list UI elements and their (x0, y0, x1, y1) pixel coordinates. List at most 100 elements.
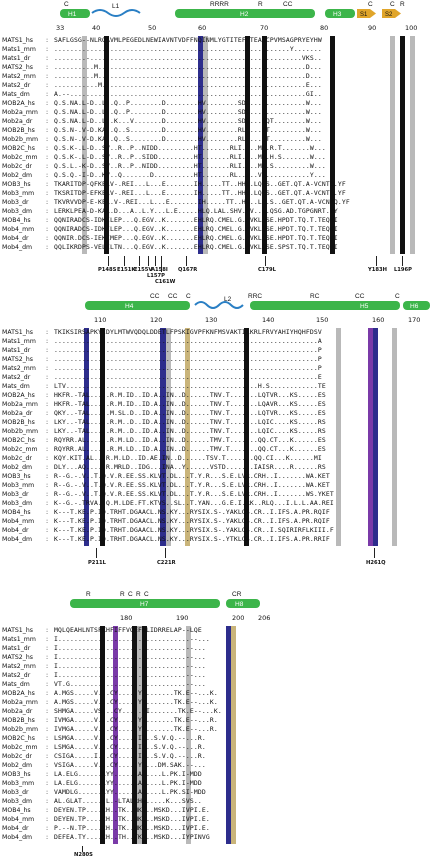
ruler-number: 90 (368, 24, 377, 32)
sequence-name: MOB3_hs (2, 473, 31, 480)
sequence-residues: K---T.KE.P.ID.TRHT.DGAACL.NS.KY...RYSIX.… (54, 517, 330, 525)
mutation-arrow (161, 256, 162, 272)
sequence-residues: DLY...AQ.....R.MRLD..IDG...INA..Y......V… (54, 463, 326, 471)
helix-h1 (60, 9, 90, 18)
name-separator: : (46, 172, 49, 179)
name-separator: : (46, 780, 49, 787)
position-ruler: 110 120 130 140 150 160 170 (0, 316, 430, 326)
alignment-row: Mats1_mm:...............................… (0, 337, 430, 346)
sequence-residues: VSIGA.....V...CY.....YS...DM.SAK.--... (54, 761, 206, 769)
alignment-row: Mats2_dr:...............................… (0, 373, 430, 382)
mutation-label: E155V (134, 267, 153, 273)
sequence-residues: Q.S.K-.L-D..SV..R..P..NIDD.........HT...… (54, 144, 326, 152)
sequence-residues: TKVRVVDP-E-KEL.V-.REI...L...E.......IH..… (54, 198, 350, 206)
mutation-label: L196P (394, 267, 412, 273)
sequence-name: Mats1_mm (2, 46, 36, 53)
site-mark: C (186, 293, 191, 300)
name-separator: : (46, 744, 49, 751)
sequence-residues: ........................................… (54, 373, 322, 381)
sequence-residues: I................................--... (54, 671, 206, 679)
sequence-name: Mob2c_mm (2, 446, 38, 453)
ruler-number: 130 (205, 316, 218, 324)
ss-label: L1 (112, 3, 120, 10)
sequence-name: MOB3_hs (2, 771, 31, 778)
sequence-residues: HKFR.-TAL.....R.M.ID..ID.A..IN..D......T… (54, 391, 326, 399)
conserved-column (166, 328, 171, 546)
alignment-row: Mob4_dm: DEFEA.TY....CH..TH..TKY..MSKD...… (0, 833, 430, 842)
sequence-residues: CSIGA.....I...CY.....IR..S.V.Q.--...R. (54, 752, 206, 760)
sequence-residues: ..........M.............................… (54, 72, 322, 80)
alignment-row: Mats_dm: VT.G............................… (0, 680, 430, 689)
alignment-row: MATS2_hs:...............................… (0, 355, 430, 364)
sequence-residues: LTV.....................................… (54, 382, 326, 390)
name-separator: : (46, 527, 49, 534)
sequence-name: Mob2a_dr (2, 708, 33, 715)
mutation-annotations: N280S (0, 846, 430, 860)
name-separator: : (46, 681, 49, 688)
name-separator: : (46, 181, 49, 188)
ss-label: H5 (360, 303, 369, 310)
sequence-residues: K---T.KE.P.ID.TRHT.DGAACL.NS.KY...RYSIX.… (54, 535, 330, 543)
conserved-column (185, 328, 190, 546)
sequence-residues: QQNIR.DCS-IEKIMEP...Q.EGV..K.......EHLRQ… (54, 234, 338, 242)
alignment-row: Mob2c_mm: LSMGA.....V...CY.....IR..S.V.Q.… (0, 743, 430, 752)
sequence-name: MOB3_hs (2, 181, 31, 188)
name-separator: : (46, 100, 49, 107)
ruler-number: 100 (405, 24, 418, 32)
helix-h3 (325, 9, 355, 18)
ss-label: H1 (68, 11, 77, 18)
sequence-residues: KQY.KIT.AL...R.M.LD..ID.AE.IN..D......TS… (54, 454, 322, 462)
sequence-name: Mob4_dr (2, 527, 29, 534)
sequence-name: Mob3_dm (2, 500, 33, 507)
sequence-residues: TKSRITDP-EFKELV-.REI...L...E.......IH...… (54, 189, 346, 197)
mutation-label: Y183H (368, 267, 387, 273)
ruler-number: 33 (56, 24, 65, 32)
sequence-name: MOB2C_hs (2, 735, 35, 742)
ruler-number: 50 (148, 24, 157, 32)
helix-h8 (226, 599, 260, 608)
conserved-column (82, 36, 87, 254)
ruler-number: 120 (150, 316, 163, 324)
conserved-column (104, 36, 109, 254)
name-separator: : (46, 55, 49, 62)
name-separator: : (46, 199, 49, 206)
conserved-column (100, 626, 105, 844)
sequence-name: Mats1_mm (2, 636, 36, 643)
alignment-row: Mats2_mm: I..............................… (0, 662, 430, 671)
conservation-columns (0, 328, 430, 546)
sequence-residues: DEYEN.TP....CH..TK..MKY..MSKD...IVPI.E. (54, 806, 210, 814)
sequence-residues: K---T.KE.P.ID.TRHT.DGAACL.NS.KY...RYSIX.… (54, 508, 330, 516)
sequence-residues: R--G.-.V..T.Q.V.R.EE.SS.KLVT.DL...T.Y.R.… (54, 481, 330, 489)
alignment-row: MOB4_hs: DEYEN.TP....CH..TK..MKY..MSKD...… (0, 806, 430, 815)
ruler-number: 170 (408, 316, 421, 324)
alignment-row: Mob2a_mm: Q.S.NA.L-D..L..Q..P........D...… (0, 108, 430, 117)
alignment-row: Mats2_mm:...............................… (0, 364, 430, 373)
ss-label: H8 (235, 601, 244, 608)
sequence-name: Mats2_mm (2, 73, 36, 80)
sequence-name: MOB2C_hs (2, 437, 35, 444)
sequence-name: Mob2c_dr (2, 753, 32, 760)
sequence-residues: Q.S.NA.L-D..L..Q..P........D........HV..… (54, 99, 322, 107)
conserved-column (392, 328, 397, 546)
name-separator: : (46, 145, 49, 152)
sequence-residues: I.................................--... (54, 635, 210, 643)
alignment-row: MOB3_hs: LA.ELG......LYY.....LAR....L.PK.… (0, 770, 430, 779)
sequence-residues: ...........M............................… (54, 81, 322, 89)
sequence-name: Mob4_mm (2, 518, 35, 525)
alignment-row: Mats1_dr: I..............................… (0, 644, 430, 653)
sequence-name: Mob4_mm (2, 226, 35, 233)
site-mark: CC (283, 1, 293, 8)
site-mark: R (400, 1, 405, 8)
alignment-row: MOB2C_hs: Q.S.K-.L-D..SV..R..P..NIDD.....… (0, 144, 430, 153)
site-mark: RC (310, 293, 320, 300)
sequence-residues: VT.G.............................--... (54, 680, 206, 688)
sequence-name: Mob2c_dr (2, 455, 32, 462)
sequence-name: Mob2b_mm (2, 726, 39, 733)
conserved-column (245, 36, 250, 254)
name-separator: : (46, 509, 49, 516)
secondary-structure-track: H1 L1 H2 H3 S1 S2 C RRRR R CC C C R (60, 1, 405, 18)
alignment-row: MATS1_hs: SAFLGSG--NLRQAVMLPEGEDLNEWIAVNT… (0, 36, 430, 45)
alignment-row: Mob3_mm: R--G.-.V..T.Q.V.R.EE.SS.KLVT.DL.… (0, 481, 430, 490)
sequence-residues: R--G.-.V..T.Q.V.R.EE.SS.KLVT.DL...T.Y.R.… (54, 472, 330, 480)
sequence-residues: Q.S.K-.L-D..SV..R..P..SIDD.........HT...… (54, 153, 326, 161)
